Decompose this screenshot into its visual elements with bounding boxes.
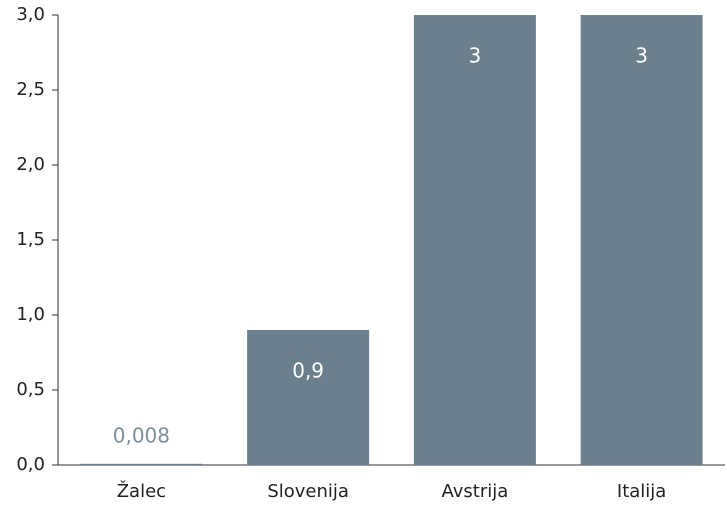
y-tick-label: 0,5	[16, 379, 45, 400]
x-tick-label: Avstrija	[441, 481, 508, 502]
y-tick-label: 3,0	[16, 4, 45, 25]
bar	[247, 330, 370, 465]
value-label: 0,008	[113, 423, 170, 447]
y-tick-label: 2,0	[16, 154, 45, 175]
y-tick-label: 1,0	[16, 304, 45, 325]
x-tick-label: Žalec	[117, 480, 166, 502]
value-label: 3	[469, 44, 482, 68]
y-tick-label: 1,5	[16, 229, 45, 250]
y-tick-label: 2,5	[16, 79, 45, 100]
bar	[80, 463, 203, 465]
x-tick-label: Slovenija	[267, 481, 349, 502]
value-label: 0,9	[292, 359, 324, 383]
bar	[413, 15, 536, 465]
bar	[580, 15, 703, 465]
x-tick-label: Italija	[617, 481, 666, 502]
value-label: 3	[635, 44, 648, 68]
y-tick-label: 0,0	[16, 454, 45, 475]
